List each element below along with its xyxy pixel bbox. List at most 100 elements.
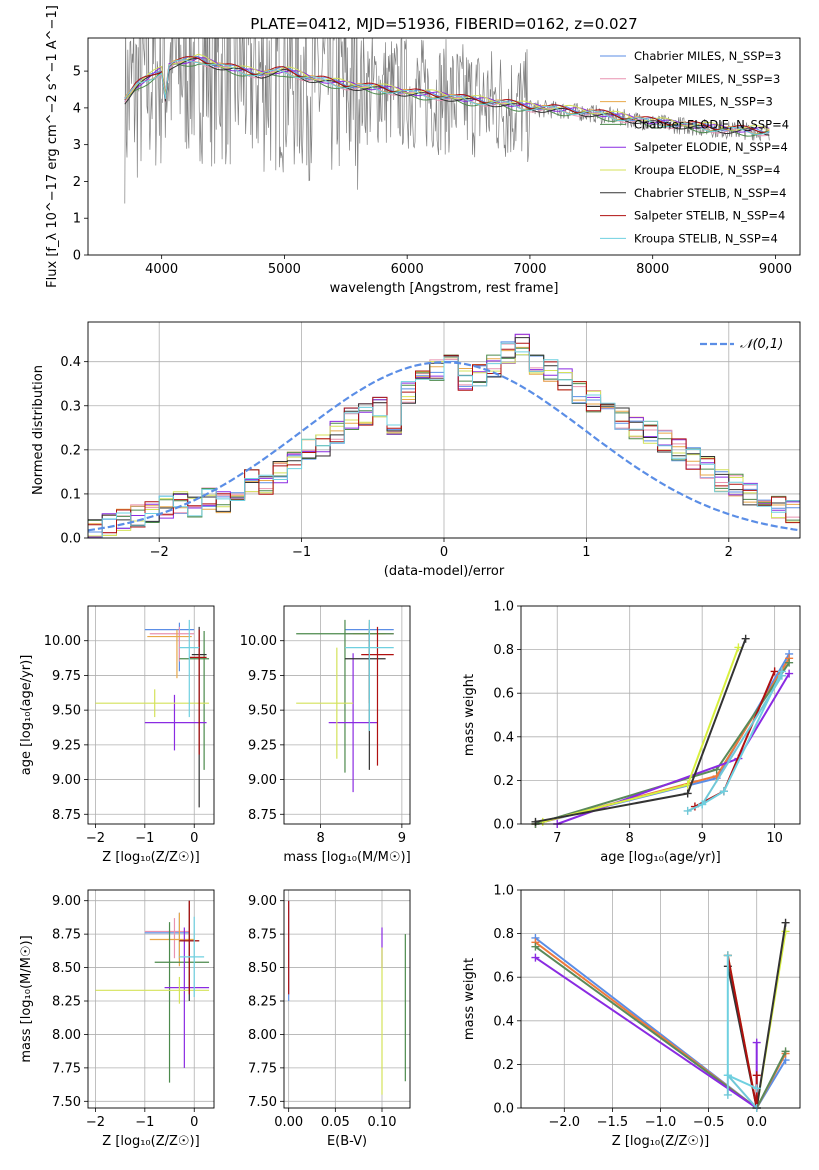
x-tick-label: 5000 (268, 262, 301, 277)
y-tick-label: 9.25 (52, 738, 81, 753)
x-axis-label: Z [log₁₀(Z/Z☉)] (102, 850, 199, 865)
y-tick-label: 0.0 (493, 1102, 514, 1117)
y-tick-label: 9.00 (248, 773, 277, 788)
panel-residuals: −2 −1 0 1 2 0.0 0.1 0.2 0.3 0.4 (data-model)/error… (31, 321, 801, 579)
weight-line (556, 673, 790, 825)
weight-marker (723, 951, 732, 960)
x-axis-label: age [log₁₀(age/yr)] (600, 850, 721, 865)
panel-spectrum: 4000 5000 6000 7000 8000 9000 0 1 2 3 4 5 wavelength… (45, 5, 801, 296)
panel-age-vs-z: −2 −1 0 8.75 9.00 9.25 9.50 9.75 10.00 Z [log₁₀(Z… (19, 605, 215, 865)
x-tick-label: −2 (86, 1115, 105, 1130)
model-spectrum (124, 55, 770, 134)
x-tick-label: 8 (626, 831, 634, 846)
y-tick-label: 0.2 (60, 443, 81, 458)
weight-line (694, 671, 776, 808)
y-axis-label: mass weight (462, 958, 477, 1040)
y-tick-label: 9.75 (248, 669, 277, 684)
y-tick-label: 8.75 (52, 808, 81, 823)
x-tick-label: −2 (86, 831, 105, 846)
x-tick-label: 9 (398, 831, 406, 846)
x-tick-label: 0 (440, 545, 448, 560)
y-tick-label: 8.75 (248, 808, 277, 823)
y-tick-label: 1 (73, 212, 81, 227)
x-axis-label: E(B-V) (327, 1134, 367, 1149)
x-tick-label: 8000 (636, 262, 669, 277)
weight-marker (781, 1047, 790, 1056)
y-tick-label: 2 (73, 175, 81, 190)
legend-label: Salpeter STELIB, N_SSP=4 (634, 209, 785, 223)
plot-area-age-vs-mass (296, 619, 394, 793)
x-axis-label: Z [log₁₀(Z/Z☉)] (102, 1134, 199, 1149)
x-tick-label: 10 (766, 831, 783, 846)
y-tick-label: 10.00 (240, 634, 277, 649)
y-tick-label: 4 (73, 101, 81, 116)
plot-area-residuals (88, 333, 800, 538)
x-tick-label: 7 (553, 831, 561, 846)
weight-marker (683, 806, 692, 815)
y-tick-label: 0.4 (60, 355, 81, 370)
legend-label: Chabrier STELIB, N_SSP=4 (634, 186, 786, 200)
legend-label: Salpeter ELODIE, N_SSP=4 (634, 140, 788, 154)
plot-area-mass-vs-z (95, 900, 210, 1083)
y-tick-label: 0.0 (493, 818, 514, 833)
x-tick-label: 2 (725, 545, 733, 560)
y-axis-label: Normed distribution (31, 365, 46, 495)
y-tick-label: 0.6 (493, 687, 514, 702)
legend: Chabrier MILES, N_SSP=3 Salpeter MILES, N… (600, 49, 789, 245)
y-tick-label: 8.00 (248, 1028, 277, 1043)
weight-marker (752, 1071, 761, 1080)
y-tick-label: 9.50 (248, 704, 277, 719)
weight-marker (777, 667, 786, 676)
y-tick-label: 7.50 (52, 1095, 81, 1110)
histogram-step (88, 346, 800, 525)
y-tick-label: 8.50 (52, 961, 81, 976)
y-tick-label: 0.2 (493, 1058, 514, 1073)
x-tick-label: −1 (292, 545, 311, 560)
weight-marker (770, 667, 779, 676)
x-tick-label: 0.0 (746, 1115, 767, 1130)
y-tick-label: 8.25 (248, 995, 277, 1010)
weight-marker (719, 787, 728, 796)
x-tick-label: 0 (190, 1115, 198, 1130)
weight-marker (741, 634, 750, 643)
panel-age-vs-mass: 8 9 8.75 9.00 9.25 9.50 9.75 10.00 mass [log₁₀(M… (240, 605, 411, 865)
axes-frame (520, 889, 801, 1109)
x-tick-label: 4000 (145, 262, 178, 277)
x-tick-label: −1.0 (645, 1115, 677, 1130)
plot-area-weight-vs-age (531, 634, 794, 828)
x-tick-label: 9 (698, 831, 706, 846)
weight-marker (723, 1071, 732, 1080)
histogram-step (88, 354, 800, 537)
y-tick-label: 8.75 (248, 928, 277, 943)
histogram-step (88, 342, 800, 538)
x-axis-label: mass [log₁₀(M/M☉)] (283, 850, 410, 865)
panel-mass-vs-ebv: 0.00 0.05 0.10 7.50 7.75 8.00 8.25 8.50 8.75 9.00… (248, 889, 411, 1149)
x-tick-label: 0 (190, 831, 198, 846)
x-tick-label: 0.10 (368, 1115, 397, 1130)
panel-weight-vs-z: −2.0 −1.5 −1.0 −0.5 0.0 0.0 0.2 0.4 0.6 0.8 1.0 Z [… (462, 884, 801, 1149)
weight-marker (683, 789, 692, 798)
y-tick-label: 0.6 (493, 971, 514, 986)
x-tick-label: −1 (135, 1115, 154, 1130)
y-axis-label: age [log₁₀(age/yr)] (19, 655, 34, 776)
axes-frame (520, 605, 801, 825)
y-tick-label: 0.8 (493, 927, 514, 942)
legend-label: Chabrier ELODIE, N_SSP=4 (634, 117, 789, 131)
panel-mass-vs-z: −2 −1 0 7.50 7.75 8.00 8.25 8.50 8.75 9.00 Z [log₁… (19, 889, 215, 1149)
legend-label: Kroupa STELIB, N_SSP=4 (634, 231, 778, 245)
chart-title: PLATE=0412, MJD=51936, FIBERID=0162, z=0… (250, 15, 637, 33)
plot-area-spectrum (124, 38, 770, 204)
weight-marker (785, 658, 794, 667)
weight-line (534, 956, 758, 1110)
y-tick-label: 1.0 (493, 600, 514, 615)
y-tick-label: 5 (73, 65, 81, 80)
x-tick-label: 7000 (513, 262, 546, 277)
weight-marker (752, 1038, 761, 1047)
y-axis-label: mass [log₁₀(M/M☉)] (19, 935, 34, 1062)
legend-label: Kroupa MILES, N_SSP=3 (634, 95, 773, 109)
model-spectrum (124, 57, 770, 133)
y-tick-label: 1.0 (493, 884, 514, 899)
y-tick-label: 0 (73, 249, 81, 264)
y-tick-label: 7.50 (248, 1095, 277, 1110)
